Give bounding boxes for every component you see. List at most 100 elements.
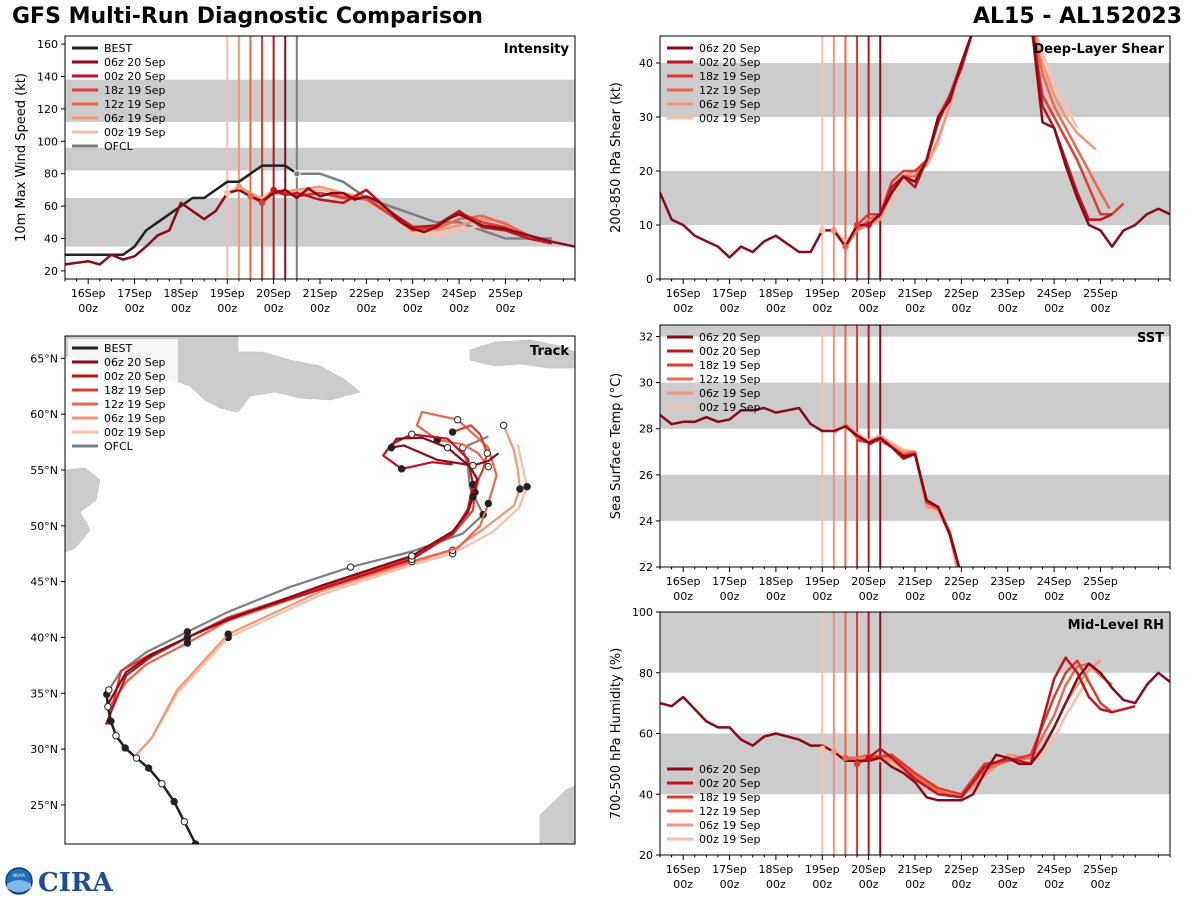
legend-label-18z-19-sep: 18z 19 Sep [699, 359, 761, 372]
sst-xtick-label: 18Sep [759, 575, 794, 588]
rh-xtick-label: 23Sep [990, 863, 1025, 876]
shear-xtick-label: 25Sep [1083, 287, 1118, 300]
track-lat-label: 50°N [30, 520, 58, 533]
intensity-ytick-label: 160 [37, 38, 58, 51]
shear-band-1 [660, 63, 1170, 117]
rh-series-18z-19-sep [856, 659, 1113, 796]
rh-init-marker-00z-19-sep [819, 745, 826, 752]
shear-panel-title: Deep-Layer Shear [1033, 42, 1164, 57]
track-legend-background [68, 339, 178, 457]
legend-label-06z-19-sep: 06z 19 Sep [699, 387, 761, 400]
sst-ytick-label: 28 [639, 423, 653, 436]
sst-xtick-sublabel: 00z [673, 590, 693, 603]
intensity-xtick-label: 17Sep [117, 287, 152, 300]
track-marker-best [104, 702, 112, 711]
land-mass-2 [469, 339, 575, 369]
legend-label-18z-19-sep: 18z 19 Sep [104, 84, 166, 97]
shear-xtick-sublabel: 00z [1044, 302, 1064, 315]
intensity-xtick-label: 23Sep [395, 287, 430, 300]
shear-ytick-label: 40 [639, 57, 653, 70]
legend-label-00z-20-sep: 00z 20 Sep [699, 345, 761, 358]
shear-ytick-label: 10 [639, 219, 653, 232]
rh-xtick-sublabel: 00z [673, 878, 693, 891]
track-marker-12z-19-sep [484, 462, 492, 471]
land-mass-1 [65, 467, 101, 553]
sst-xtick-sublabel: 00z [859, 590, 879, 603]
sst-ytick-label: 26 [639, 469, 653, 482]
track-marker-best [105, 686, 113, 694]
track-00z-19-sep [135, 444, 529, 756]
rh-band-1 [660, 612, 1170, 673]
track-marker-06z-19-sep [499, 421, 508, 430]
track-marker-best [132, 754, 141, 762]
track-lat-label: 60°N [30, 408, 58, 421]
sst-xtick-sublabel: 00z [998, 590, 1018, 603]
track-marker-06z-20-sep [469, 461, 477, 470]
shear-init-marker-00z-20-sep [865, 221, 872, 229]
track-lat-label: 55°N [30, 464, 58, 477]
rh-ytick-label: 60 [639, 728, 653, 741]
shear-init-marker-18z-19-sep [853, 221, 861, 229]
intensity-init-marker-12z-19-sep [247, 193, 254, 200]
sst-xtick-sublabel: 00z [1044, 590, 1064, 603]
sst-panel-title: SST [1137, 331, 1164, 346]
legend-label-06z-20-sep: 06z 20 Sep [699, 763, 761, 776]
intensity-init-marker-00z-20-sep [270, 186, 277, 194]
shear-xtick-label: 22Sep [944, 287, 979, 300]
track-lat-label: 65°N [30, 352, 58, 365]
shear-ytick-label: 0 [646, 273, 653, 286]
legend-label-00z-20-sep: 00z 20 Sep [104, 70, 166, 83]
rh-xtick-sublabel: 00z [720, 878, 740, 891]
legend-label-12z-19-sep: 12z 19 Sep [699, 373, 761, 386]
rh-xtick-label: 22Sep [944, 863, 979, 876]
legend-label-18z-19-sep: 18z 19 Sep [104, 384, 166, 397]
intensity-ytick-label: 80 [44, 168, 58, 181]
sst-plot-area [660, 325, 1170, 567]
track-marker-00z-20-sep [408, 430, 416, 438]
legend-label-00z-19-sep: 00z 19 Sep [104, 426, 166, 439]
legend-label-06z-20-sep: 06z 20 Sep [104, 356, 166, 369]
track-marker-00z-20-sep [397, 465, 406, 473]
sst-xtick-label: 24Sep [1037, 575, 1072, 588]
legend-label-00z-19-sep: 00z 19 Sep [104, 126, 166, 139]
legend-label-00z-19-sep: 00z 19 Sep [699, 833, 761, 846]
track-lat-label: 35°N [30, 687, 58, 700]
shear-xtick-label: 24Sep [1037, 287, 1072, 300]
intensity-ytick-label: 100 [37, 135, 58, 148]
legend-label-best: BEST [104, 342, 132, 355]
rh-xtick-label: 24Sep [1037, 863, 1072, 876]
shear-ytick-label: 30 [639, 111, 653, 124]
sst-ylabel: Sea Surface Temp (°C) [609, 373, 624, 520]
track-panel-title: Track [530, 344, 569, 359]
intensity-xtick-sublabel: 00z [125, 302, 145, 315]
track-06z-20-sep [106, 436, 500, 705]
track-lat-label: 30°N [30, 743, 58, 756]
rh-xtick-label: 17Sep [712, 863, 747, 876]
shear-init-marker-12z-19-sep [842, 243, 849, 250]
sst-xtick-label: 23Sep [990, 575, 1025, 588]
noaa-logo-text: NOAA [13, 873, 25, 878]
rh-xtick-sublabel: 00z [998, 878, 1018, 891]
sst-xtick-label: 20Sep [851, 575, 886, 588]
rh-plot-area [660, 612, 1170, 855]
rh-init-marker-18z-19-sep [853, 760, 861, 768]
track-marker-best [112, 732, 120, 740]
legend-label-best: BEST [104, 42, 132, 55]
sst-xtick-sublabel: 00z [951, 590, 971, 603]
track-marker-06z-20-sep [443, 443, 452, 452]
rh-ylabel: 700-500 hPa Humidity (%) [609, 648, 624, 820]
sst-xtick-label: 19Sep [805, 575, 840, 588]
shear-xtick-sublabel: 00z [1091, 302, 1111, 315]
intensity-panel-title: Intensity [504, 42, 570, 57]
track-marker-best [158, 780, 166, 788]
track-marker-06z-20-sep [387, 443, 396, 452]
rh-ytick-label: 40 [639, 788, 653, 801]
land-mass-3 [539, 785, 575, 844]
legend-label-ofcl: OFCL [104, 140, 134, 153]
intensity-xtick-sublabel: 00z [449, 302, 469, 315]
sst-xtick-label: 22Sep [944, 575, 979, 588]
shear-init-marker-00z-19-sep [819, 227, 826, 234]
rh-xtick-label: 16Sep [666, 863, 701, 876]
shear-xtick-sublabel: 00z [905, 302, 925, 315]
